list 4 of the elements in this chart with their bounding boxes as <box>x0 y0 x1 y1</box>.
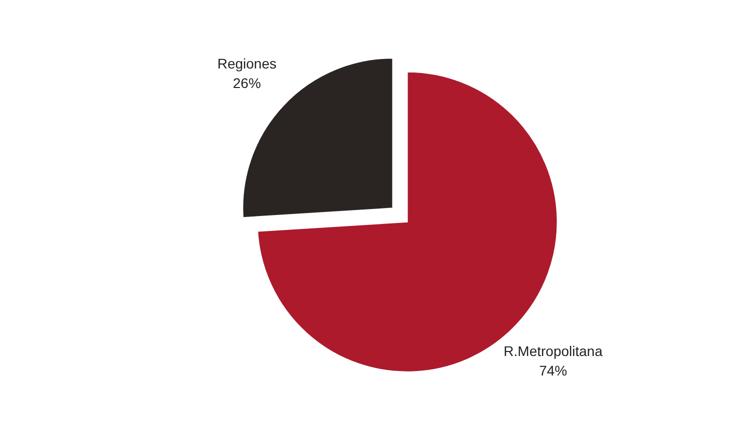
slice-label: Regiones <box>217 55 276 72</box>
data-label: 26% <box>232 75 261 92</box>
data-label: 74% <box>539 362 568 379</box>
slice-label: R.Metropolitana <box>504 342 603 359</box>
